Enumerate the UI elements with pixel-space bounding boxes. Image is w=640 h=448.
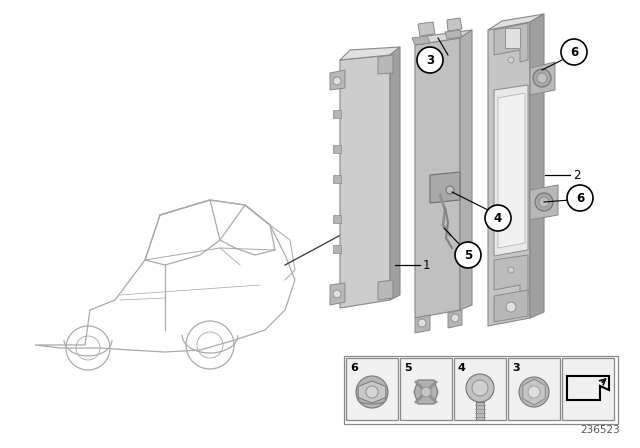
Text: 1: 1: [423, 258, 431, 271]
Polygon shape: [412, 36, 430, 45]
Circle shape: [537, 73, 547, 83]
Circle shape: [561, 39, 587, 65]
Circle shape: [535, 193, 553, 211]
Bar: [333, 145, 341, 153]
Circle shape: [533, 69, 551, 87]
Polygon shape: [378, 55, 393, 74]
Polygon shape: [494, 23, 528, 62]
Text: 4: 4: [458, 363, 466, 373]
Polygon shape: [340, 47, 400, 60]
Bar: [562, 358, 614, 420]
Circle shape: [451, 314, 459, 322]
Text: 2: 2: [573, 168, 580, 181]
Bar: [454, 358, 506, 420]
Circle shape: [472, 380, 488, 396]
Circle shape: [366, 386, 378, 398]
Bar: [400, 358, 452, 420]
Polygon shape: [415, 30, 472, 45]
Circle shape: [508, 267, 514, 273]
Polygon shape: [523, 379, 545, 405]
Text: 6: 6: [576, 191, 584, 204]
Bar: [508, 358, 560, 420]
Ellipse shape: [358, 396, 386, 404]
Circle shape: [506, 302, 516, 312]
Polygon shape: [494, 85, 528, 256]
Circle shape: [508, 57, 514, 63]
Circle shape: [485, 205, 511, 231]
Text: 3: 3: [512, 363, 520, 373]
Polygon shape: [415, 315, 430, 333]
Polygon shape: [488, 14, 544, 30]
Polygon shape: [415, 38, 460, 318]
Circle shape: [528, 386, 540, 398]
Polygon shape: [330, 283, 345, 305]
Polygon shape: [390, 47, 400, 300]
Text: 5: 5: [404, 363, 412, 373]
Circle shape: [455, 242, 481, 268]
Bar: [333, 215, 341, 223]
Polygon shape: [430, 172, 460, 203]
Polygon shape: [445, 30, 462, 39]
Polygon shape: [448, 310, 462, 328]
Polygon shape: [488, 22, 530, 326]
Circle shape: [417, 47, 443, 73]
Polygon shape: [530, 185, 558, 220]
Text: 3: 3: [426, 53, 434, 66]
Circle shape: [466, 374, 494, 402]
Bar: [344, 356, 618, 424]
Polygon shape: [530, 14, 544, 318]
Polygon shape: [460, 30, 472, 310]
Bar: [333, 175, 341, 183]
Text: 236523: 236523: [580, 425, 620, 435]
Circle shape: [446, 186, 454, 194]
Circle shape: [418, 319, 426, 327]
Bar: [505, 28, 520, 48]
Circle shape: [421, 387, 431, 397]
Bar: [476, 402, 484, 420]
Circle shape: [333, 290, 341, 298]
Bar: [346, 358, 398, 420]
Text: 6: 6: [350, 363, 358, 373]
Circle shape: [333, 77, 341, 85]
Bar: [333, 245, 341, 253]
Circle shape: [567, 185, 593, 211]
Text: 6: 6: [570, 46, 578, 59]
Text: 4: 4: [494, 211, 502, 224]
Polygon shape: [530, 62, 555, 95]
Polygon shape: [330, 70, 345, 90]
Polygon shape: [418, 22, 435, 36]
Bar: [333, 110, 341, 118]
Polygon shape: [494, 255, 528, 297]
Polygon shape: [414, 380, 438, 404]
Polygon shape: [447, 18, 462, 31]
Circle shape: [539, 197, 549, 207]
Polygon shape: [340, 55, 390, 308]
Polygon shape: [494, 290, 528, 322]
Polygon shape: [378, 280, 393, 300]
Polygon shape: [358, 381, 386, 403]
Polygon shape: [498, 93, 525, 248]
Circle shape: [356, 376, 388, 408]
Text: 5: 5: [464, 249, 472, 262]
Circle shape: [519, 377, 549, 407]
